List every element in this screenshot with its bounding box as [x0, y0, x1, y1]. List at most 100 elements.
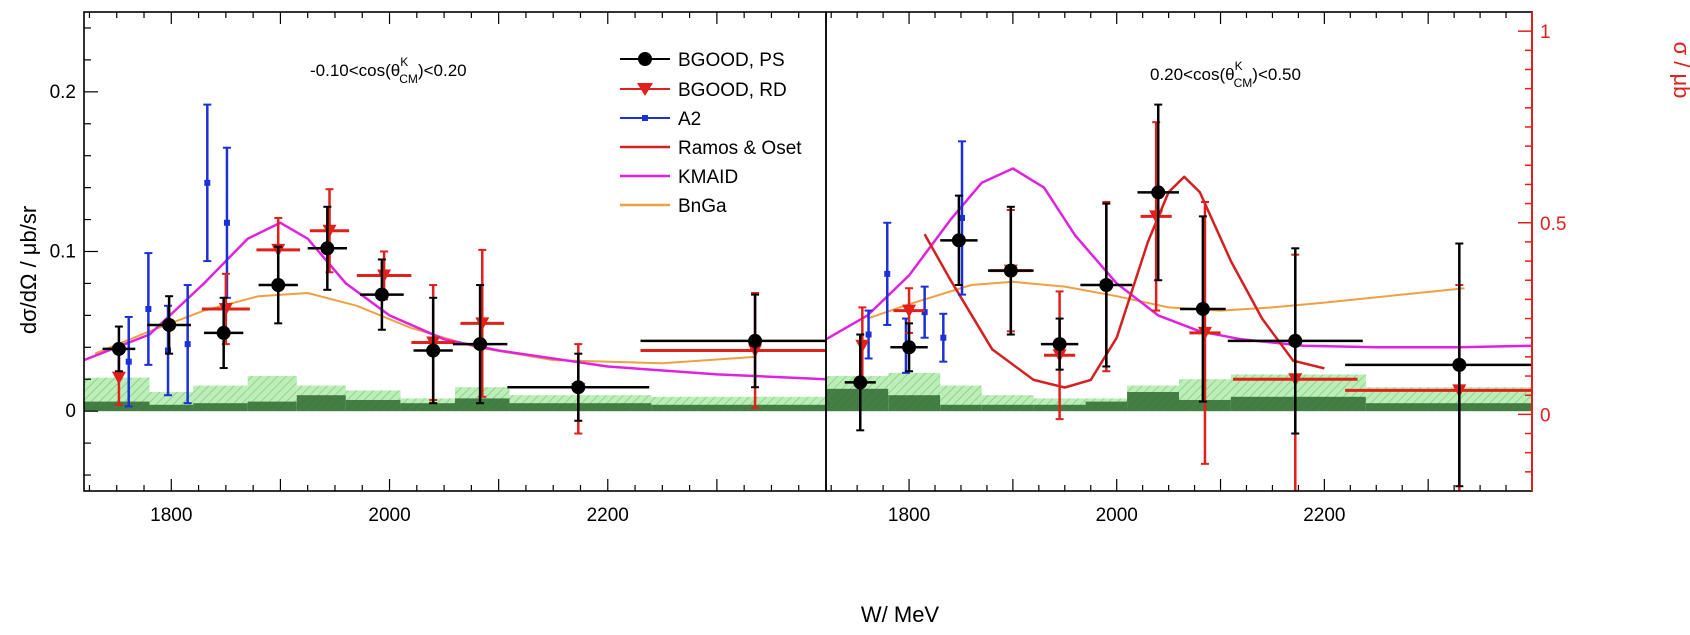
bgood-ps-point [853, 375, 868, 390]
legend-entry-bgood-rd: BGOOD, RD [620, 80, 787, 101]
x-tick-label-right: 1800 [888, 505, 930, 526]
frame-layer [83, 11, 1533, 492]
systematic-band-dark [400, 403, 455, 412]
x-tick-label-right: 2000 [1096, 505, 1138, 526]
systematic-band-dark [455, 398, 510, 412]
panel-right-cut-label: 0.20<cos(θK CM)<0.50 [1150, 59, 1301, 90]
legend-label-bgood-ps: BGOOD, PS [678, 50, 785, 71]
a2-point [959, 214, 966, 221]
ramos-oset-curve [923, 175, 1325, 389]
bgood-ps-point [951, 233, 966, 248]
bgood-ps-point [111, 341, 126, 356]
bgood-rd-point [902, 304, 917, 318]
secondary-y-tick-label: 0.5 [1540, 214, 1566, 235]
legend-entry-bgood-ps: BGOOD, PS [620, 50, 785, 71]
bgood-rd-point [377, 269, 392, 283]
systematic-band-dark [509, 403, 652, 412]
bnga-curve [867, 280, 1465, 320]
systematic-band-dark [193, 403, 248, 412]
secondary-y-axis-title: σ / μb [1669, 42, 1690, 99]
a2-point [145, 305, 152, 312]
a2-point [940, 334, 947, 341]
systematic-band-dark [84, 401, 150, 412]
x-axis-title: W/ MeV [861, 602, 940, 627]
bgood-rd-point [322, 224, 337, 238]
bgood-ps-point [902, 340, 917, 355]
legend-label-ramos-oset: Ramos & Oset [678, 138, 802, 159]
systematic-band-dark [981, 404, 1034, 412]
secondary-y-tick-label: 1 [1540, 22, 1551, 43]
systematic-band-dark [296, 395, 346, 412]
bgood-ps-point [1151, 185, 1166, 200]
systematic-band-dark [1365, 403, 1532, 412]
x-tick-label-right: 2200 [1303, 505, 1345, 526]
panel-left [84, 103, 826, 435]
systematic-band-dark [1230, 396, 1366, 412]
bgood-rd-point [1149, 210, 1164, 224]
bgood-ps-point [1288, 333, 1303, 348]
bgood-ps-point [1003, 263, 1018, 278]
labels-layer: -0.10<cos(θK CM)<0.20 0.20<cos(θK CM)<0.50 [310, 55, 1301, 90]
systematic-band-dark [826, 388, 889, 412]
systematic-band-dark [1127, 392, 1179, 412]
a2-point [921, 309, 928, 316]
y-axis-title: dσ/dΩ / μb/sr [16, 206, 41, 334]
kmaid-curve [84, 221, 826, 381]
systematic-band-dark [651, 404, 826, 412]
legend-entry-a2: A2 [620, 109, 701, 130]
panels-layer [84, 103, 1532, 491]
bgood-ps-point [374, 287, 389, 302]
legend-entry-kmaid: KMAID [620, 167, 738, 188]
bgood-ps-point [473, 337, 488, 352]
secondary-y-tick-label: 0 [1540, 405, 1551, 426]
legend-label-bgood-rd: BGOOD, RD [678, 80, 787, 101]
bnga-curve [94, 292, 756, 365]
bgood-rd-point [855, 339, 870, 353]
bgood-rd-point [218, 302, 233, 316]
bgood-ps-point [1452, 357, 1467, 372]
a2-point [204, 179, 211, 186]
bgood-ps-point [271, 278, 286, 293]
bgood-rd-point [1197, 326, 1212, 340]
a2-point [125, 358, 132, 365]
bgood-rd-point [475, 317, 490, 331]
systematic-band-dark [247, 401, 297, 412]
x-tick-label-left: 2000 [368, 505, 410, 526]
panel-right [826, 103, 1532, 491]
y-tick-label: 0 [65, 401, 76, 422]
x-tick-label-left: 1800 [150, 505, 192, 526]
legend-label-a2: A2 [678, 109, 701, 130]
a2-point [884, 270, 891, 277]
systematic-band-dark [345, 399, 401, 412]
legend-entry-ramos-oset: Ramos & Oset [620, 138, 802, 159]
a2-point [184, 341, 191, 348]
bgood-ps-point [1099, 278, 1114, 293]
bgood-ps-point [216, 325, 231, 340]
bgood-rd-point [111, 371, 126, 385]
axes-layer: dσ/dΩ / μb/sr W/ MeV σ / μb 1800 2000 2200… [16, 12, 1690, 627]
legend: BGOOD, PS BGOOD, RD A2 Ramos & Oset KMAI… [620, 50, 802, 217]
systematic-band-dark [888, 395, 941, 412]
bgood-ps-point [162, 317, 177, 332]
systematic-band-dark [149, 404, 194, 412]
legend-entry-bnga: BnGa [620, 196, 727, 217]
a2-point [223, 219, 230, 226]
a2-point [865, 331, 872, 338]
systematic-band-dark [940, 404, 982, 412]
panel-left-cut-label: -0.10<cos(θK CM)<0.20 [310, 55, 467, 86]
systematic-band-dark [1085, 401, 1128, 412]
y-tick-label: 0.1 [50, 242, 76, 263]
bgood-ps-point [571, 380, 586, 395]
bgood-ps-point [426, 343, 441, 358]
bgood-ps-point [1052, 337, 1067, 352]
kmaid-curve [826, 167, 1532, 349]
x-tick-label-left: 2200 [587, 505, 629, 526]
bgood-ps-point [748, 333, 763, 348]
legend-label-kmaid: KMAID [678, 167, 738, 188]
bgood-ps-point [1195, 301, 1210, 316]
legend-label-bnga: BnGa [678, 196, 727, 217]
bgood-ps-point [320, 241, 335, 256]
y-tick-label: 0.2 [50, 82, 76, 103]
